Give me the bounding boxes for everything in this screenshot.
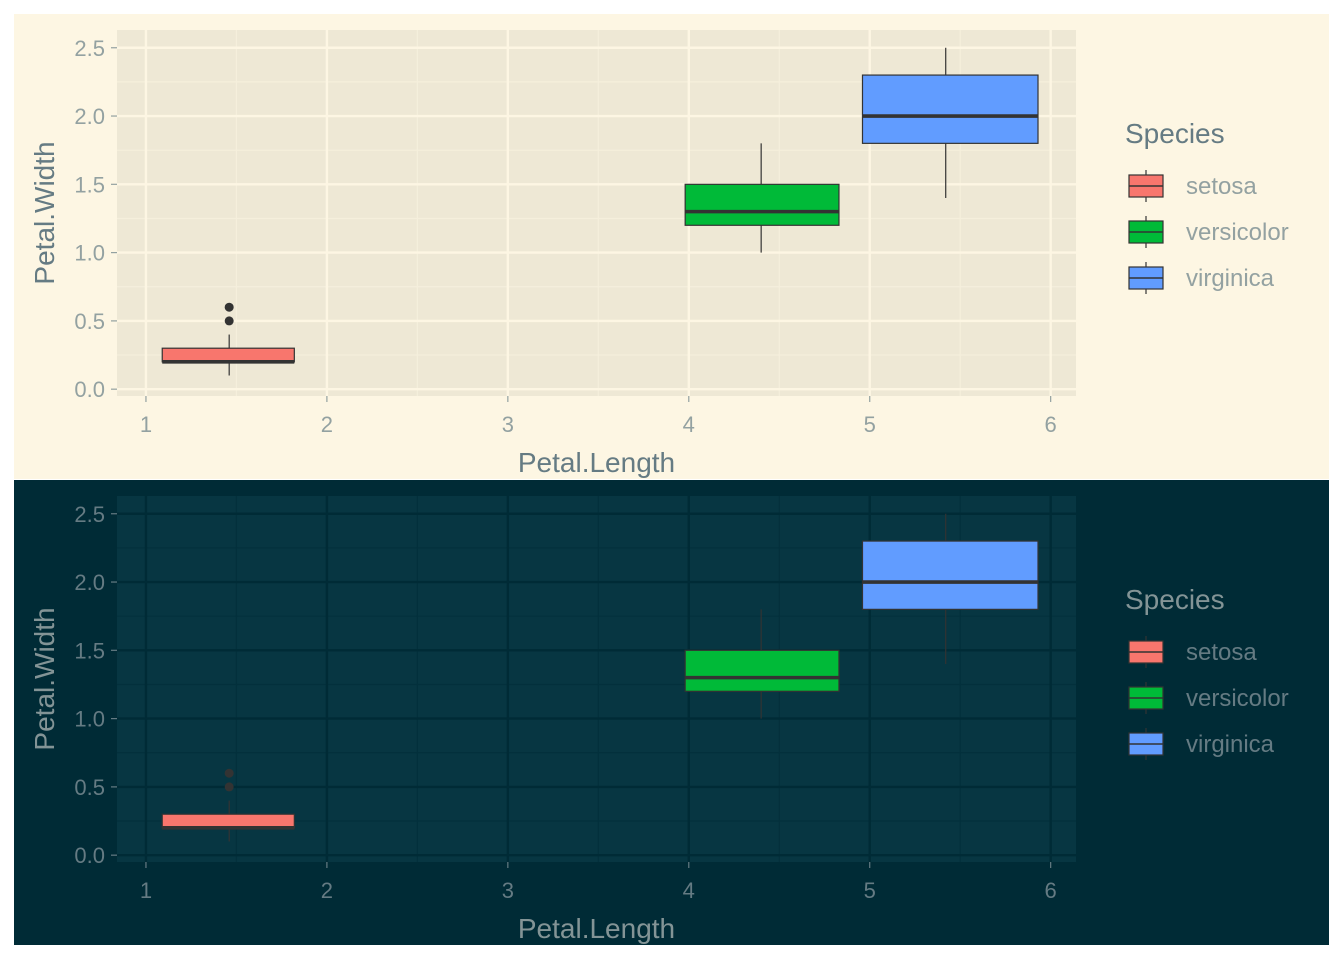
legend-title: Species [1125,584,1225,615]
x-tick-label: 1 [140,878,152,903]
x-tick-label: 1 [140,412,152,437]
box-versicolor [684,609,840,719]
y-tick-label: 1.0 [74,707,105,732]
y-tick-label: 2.0 [74,104,105,129]
y-tick-label: 0.0 [74,843,105,868]
box-versicolor [684,143,840,253]
y-tick-label: 1.0 [74,241,105,266]
x-tick-label: 5 [864,412,876,437]
legend-label: versicolor [1186,685,1289,712]
legend-item-versicolor: versicolor [1128,216,1289,248]
box-body [161,813,295,829]
legend-item-setosa: setosa [1128,636,1257,668]
box-setosa [161,302,295,376]
x-tick-label: 2 [321,878,333,903]
box-setosa [161,768,295,842]
box-body [861,540,1039,610]
x-tick-label: 5 [864,878,876,903]
legend-label: setosa [1186,173,1257,200]
y-tick-label: 0.5 [74,309,105,334]
x-tick-label: 3 [502,412,514,437]
outlier-point [224,302,234,312]
legend-title: Species [1125,118,1225,149]
x-tick-label: 4 [683,412,695,437]
y-axis-title: Petal.Width [29,607,60,750]
outlier-point [224,316,234,326]
x-tick-label: 6 [1045,878,1057,903]
y-tick-label: 1.5 [74,172,105,197]
x-axis-title: Petal.Length [518,913,675,944]
x-tick-label: 3 [502,878,514,903]
outlier-point [224,782,234,792]
legend: Species setosa versicolor virginica [1125,584,1289,760]
x-tick-label: 4 [683,878,695,903]
chart-panel-light: 1 2 3 4 5 6 0.0 0.5 1.0 1.5 2.0 2.5 Petal.Length Peta… [14,14,1329,479]
box-virginica [861,47,1039,198]
legend-label: virginica [1186,731,1275,758]
y-axis-title: Petal.Width [29,141,60,284]
y-tick-label: 0.5 [74,775,105,800]
box-body [861,74,1039,144]
box-body [161,347,295,363]
outlier-point [224,768,234,778]
legend-label: versicolor [1186,219,1289,246]
box-body [684,183,840,226]
legend-label: virginica [1186,265,1275,292]
legend: Species setosa versicolor virginica [1125,118,1289,294]
x-tick-label: 6 [1045,412,1057,437]
box-virginica [861,513,1039,664]
y-tick-label: 2.0 [74,570,105,595]
box-body [684,649,840,692]
y-tick-label: 2.5 [74,502,105,527]
legend-item-virginica: virginica [1128,728,1275,760]
legend-label: setosa [1186,639,1257,666]
x-tick-label: 2 [321,412,333,437]
y-tick-label: 0.0 [74,377,105,402]
legend-item-virginica: virginica [1128,262,1275,294]
x-axis-title: Petal.Length [518,447,675,478]
legend-item-versicolor: versicolor [1128,682,1289,714]
y-tick-label: 1.5 [74,638,105,663]
chart-panel-dark: 1 2 3 4 5 6 0.0 0.5 1.0 1.5 2.0 2.5 Petal.Length Peta… [14,480,1329,945]
legend-item-setosa: setosa [1128,170,1257,202]
y-tick-label: 2.5 [74,36,105,61]
